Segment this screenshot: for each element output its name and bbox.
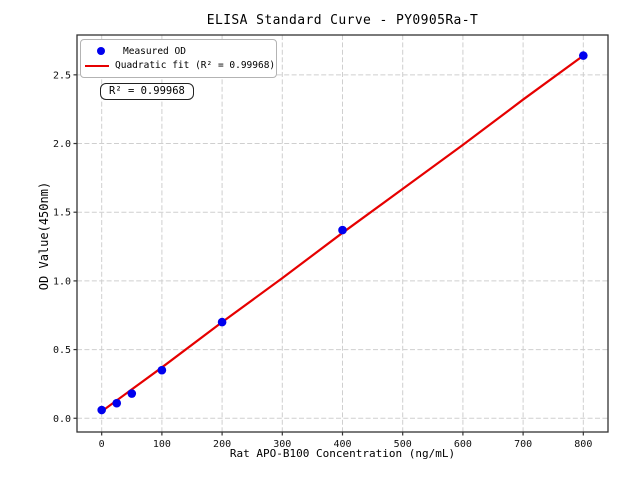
x-tick-label: 200 — [213, 439, 231, 450]
data-point — [217, 317, 227, 327]
x-tick-label: 600 — [454, 439, 472, 450]
y-tick-label: 2.0 — [53, 139, 71, 150]
line-marker-icon — [85, 64, 109, 68]
chart-title: ELISA Standard Curve - PY0905Ra-T — [206, 13, 479, 28]
legend-item-measured-od: Measured OD — [85, 46, 270, 57]
y-tick-label: 1.0 — [53, 276, 71, 287]
r-squared-annotation: R² = 0.99968 — [100, 83, 194, 100]
legend-label-quadratic-fit: Quadratic fit (R² = 0.99968) — [115, 60, 276, 72]
y-tick-label: 1.5 — [53, 208, 71, 219]
data-point — [157, 365, 167, 375]
data-point — [97, 405, 106, 415]
x-tick-label: 400 — [333, 439, 351, 450]
y-tick-label: 0.5 — [53, 345, 71, 356]
legend-marker-box — [85, 47, 117, 56]
x-tick-label: 500 — [394, 439, 412, 450]
legend-marker-box — [85, 64, 109, 68]
legend: Measured OD Quadratic fit (R² = 0.99968) — [80, 39, 277, 78]
plot-border — [76, 34, 609, 433]
y-tick-label: 2.5 — [53, 70, 71, 81]
data-point — [579, 51, 588, 60]
data-point — [338, 225, 347, 235]
data-point — [112, 398, 122, 408]
x-tick-label: 0 — [99, 439, 105, 450]
x-tick-label: 800 — [574, 439, 592, 450]
x-tick-label: 300 — [273, 439, 291, 450]
y-axis-label: OD Value(450nm) — [37, 181, 51, 291]
scatter-marker-icon — [97, 47, 105, 56]
x-tick-label: 700 — [514, 439, 532, 450]
legend-item-quadratic-fit: Quadratic fit (R² = 0.99968) — [85, 60, 275, 71]
data-point — [127, 389, 137, 398]
x-tick-label: 100 — [153, 439, 171, 450]
x-axis-label: Rat APO-B100 Concentration (ng/mL) — [229, 447, 456, 460]
y-tick-label: 0.0 — [53, 414, 71, 425]
legend-label-measured-od: Measured OD — [123, 45, 186, 57]
